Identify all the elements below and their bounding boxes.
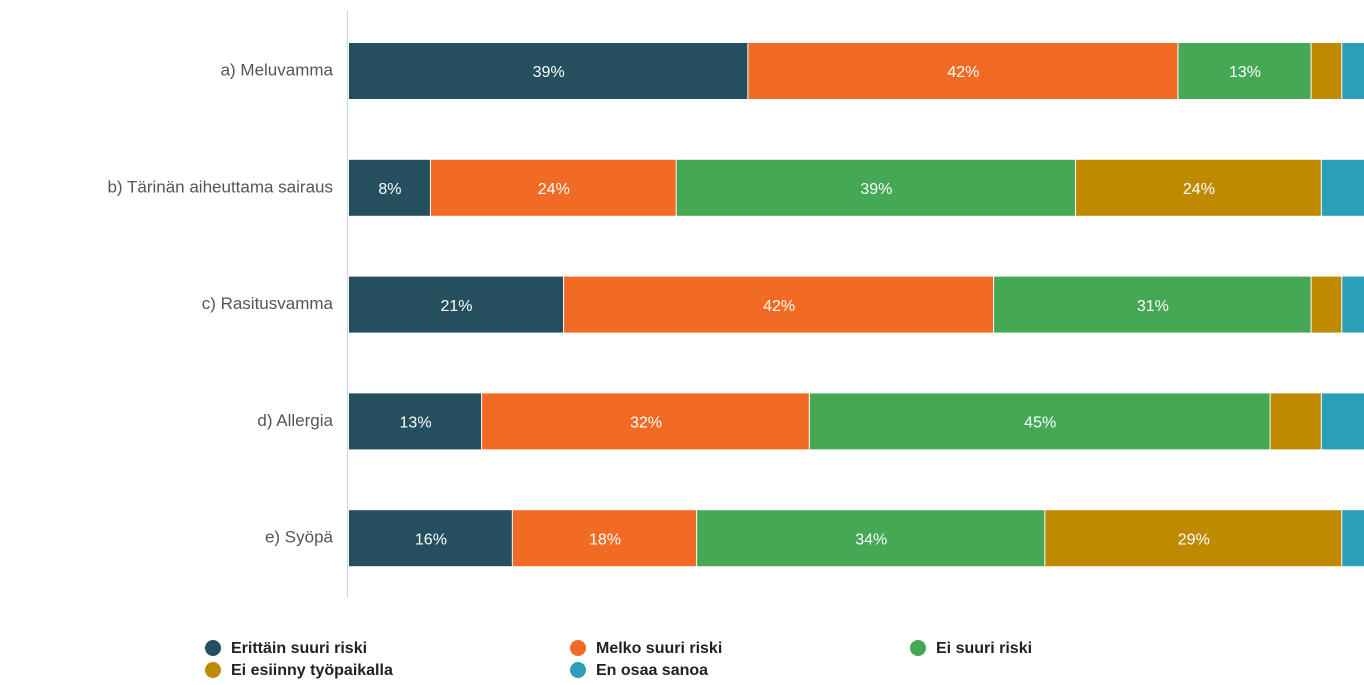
bar-segment: [697, 510, 1045, 567]
bar-segment: [1342, 276, 1364, 333]
value-label: 24%: [1183, 181, 1215, 198]
bar-segment: [349, 43, 748, 99]
value-label: 32%: [630, 415, 662, 432]
bar-segment: [809, 393, 1270, 450]
value-label: 39%: [533, 64, 565, 81]
bar-segment: [994, 276, 1311, 333]
value-label: 13%: [1229, 64, 1261, 81]
value-label: 21%: [441, 298, 473, 315]
category-label: b) Tärinän aiheuttama sairaus: [107, 177, 333, 196]
value-label: 31%: [1137, 298, 1169, 315]
value-label: 24%: [538, 181, 570, 198]
legend-label: Ei suuri riski: [936, 640, 1032, 657]
value-label: 45%: [1024, 415, 1056, 432]
value-label: 42%: [947, 64, 979, 81]
bar-segment: [349, 510, 512, 567]
value-label: 8%: [378, 181, 401, 198]
bar-segment: [1311, 276, 1342, 333]
bar-segment: [676, 159, 1076, 216]
category-label: a) Meluvamma: [221, 60, 334, 79]
legend-marker: [570, 640, 586, 656]
value-label: 42%: [763, 298, 795, 315]
value-label: 18%: [589, 531, 621, 548]
legend-label: Melko suuri riski: [596, 640, 722, 657]
bar-segment: [1311, 43, 1342, 99]
bar-segment: [430, 159, 676, 216]
legend-label: En osaa sanoa: [596, 662, 708, 679]
bar-segment: [1342, 510, 1364, 567]
bar-segment: [1045, 510, 1342, 567]
legend-label: Erittäin suuri riski: [231, 640, 367, 657]
legend-marker: [205, 662, 221, 678]
legend-marker: [910, 640, 926, 656]
legend-marker: [570, 662, 586, 678]
bar-segment: [564, 276, 994, 333]
bar-segment: [748, 43, 1178, 99]
bar-segment: [349, 393, 482, 450]
bar-segment: [349, 159, 430, 216]
legend-label: Ei esiinny työpaikalla: [231, 662, 393, 679]
legend-marker: [205, 640, 221, 656]
bar-segment: [512, 510, 697, 567]
bar-segment: [1178, 43, 1311, 99]
value-label: 13%: [400, 415, 432, 432]
value-label: 34%: [855, 531, 887, 548]
bar-segment: [1321, 393, 1364, 450]
bar-segment: [1342, 43, 1364, 99]
bar-segment: [349, 276, 564, 333]
bar-segment: [1321, 159, 1364, 216]
category-label: c) Rasitusvamma: [202, 294, 334, 313]
value-label: 39%: [860, 181, 892, 198]
bar-segment: [1076, 159, 1321, 216]
category-label: e) Syöpä: [265, 528, 334, 547]
category-label: d) Allergia: [257, 411, 333, 430]
value-label: 16%: [415, 531, 447, 548]
bar-segment: [482, 393, 809, 450]
value-label: 29%: [1178, 531, 1210, 548]
bar-segment: [1270, 393, 1321, 450]
